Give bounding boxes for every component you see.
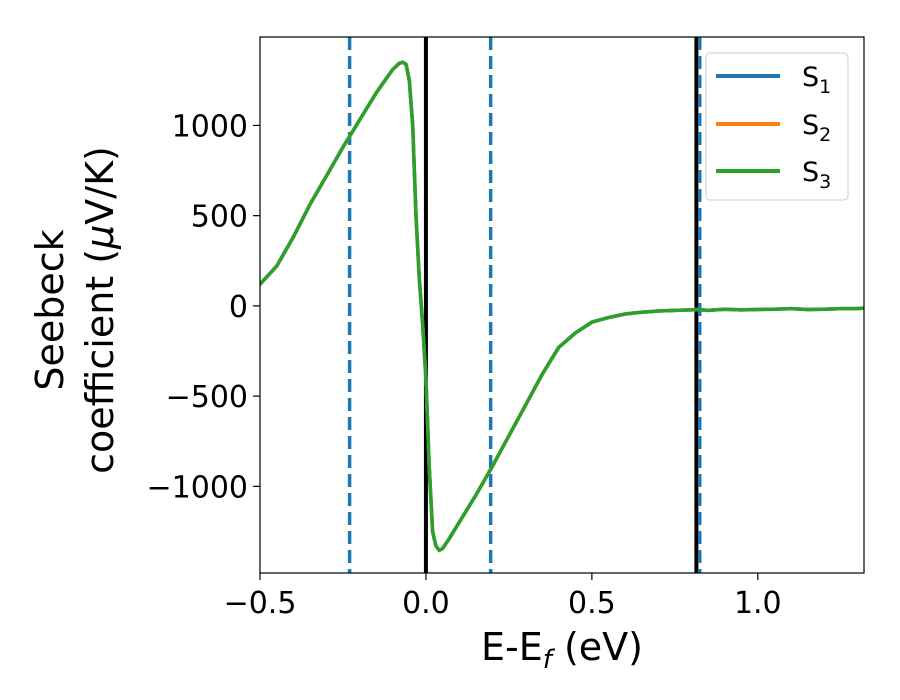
- x-tick-label: 1.0: [734, 586, 782, 621]
- legend: S1 S2 S3: [705, 52, 849, 201]
- legend-label-s1: S1: [802, 62, 831, 98]
- y-tick-label: −1000: [147, 470, 248, 505]
- x-tick-label: 0.5: [568, 586, 616, 621]
- series-line-s3: [260, 60, 864, 553]
- y-tick-label: 0: [229, 290, 248, 325]
- y-tick-label: −500: [166, 380, 248, 415]
- legend-label-s2: S2: [802, 110, 831, 146]
- legend-label-s3: S3: [802, 157, 831, 193]
- y-axis-title: Seebeck coefficient (μV/K): [28, 146, 122, 474]
- y-tick-label: 1000: [172, 109, 248, 144]
- y-tick-label: 500: [191, 200, 248, 235]
- x-tick-label: 0.0: [402, 586, 450, 621]
- series-lines: [260, 60, 864, 553]
- y-axis-title-line2: coefficient (μV/K): [78, 146, 122, 474]
- y-axis-title-line1: Seebeck: [28, 229, 72, 390]
- x-axis-ticks: −0.5 0.0 0.5 1.0: [224, 573, 782, 621]
- legend-box: [705, 52, 849, 201]
- plot-frame: [259, 36, 865, 574]
- x-tick-label: −0.5: [224, 586, 297, 621]
- vertical-lines: [347, 37, 702, 573]
- y-axis-ticks: 1000 500 0 −500 −1000: [147, 109, 260, 505]
- x-axis-title: E-Ef (eV): [481, 625, 643, 675]
